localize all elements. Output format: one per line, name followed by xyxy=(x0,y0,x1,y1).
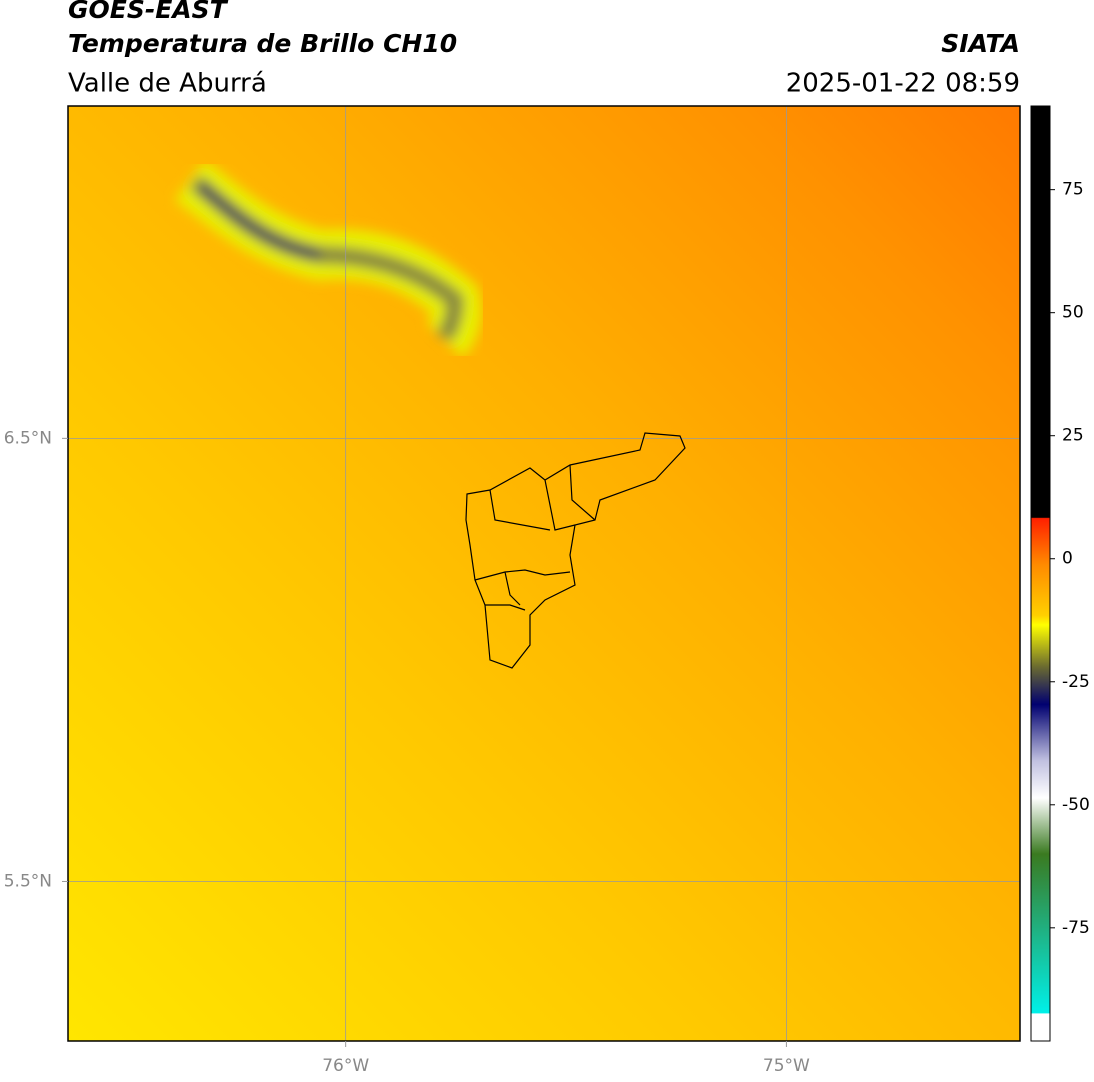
datetime: 2025-01-22 08:59 xyxy=(786,69,1020,99)
cloud xyxy=(174,160,482,358)
subtitle: Temperatura de Brillo CH10 xyxy=(68,29,457,58)
y-tick-label: 6.5°N xyxy=(4,428,52,448)
colorbar-tick-label: 25 xyxy=(1062,426,1084,446)
source: SIATA xyxy=(941,29,1020,58)
colorbar-tick-label: -50 xyxy=(1062,795,1090,815)
colorbar-tick-label: 0 xyxy=(1062,549,1073,569)
x-tick-label: 76°W xyxy=(322,1056,369,1076)
region: Valle de Aburrá xyxy=(68,69,267,99)
x-tick-label: 75°W xyxy=(763,1056,810,1076)
colorbar-tick-label: -75 xyxy=(1062,918,1090,938)
title: GOES-EAST xyxy=(68,0,229,24)
map-frame xyxy=(67,105,1021,1042)
y-tick-label: 5.5°N xyxy=(4,871,52,891)
colorbar-tick-label: 50 xyxy=(1062,303,1084,323)
colorbar-ticks: -75 -50 -25 0 25 50 75 xyxy=(1050,180,1090,938)
map-image xyxy=(68,106,1020,1041)
background xyxy=(68,106,1020,1041)
grid xyxy=(68,106,1020,1041)
colorbar-tick-label: 75 xyxy=(1062,180,1084,200)
colorbar xyxy=(1030,105,1051,1042)
region-outline xyxy=(465,432,686,669)
colorbar-tick-label: -25 xyxy=(1062,672,1090,692)
